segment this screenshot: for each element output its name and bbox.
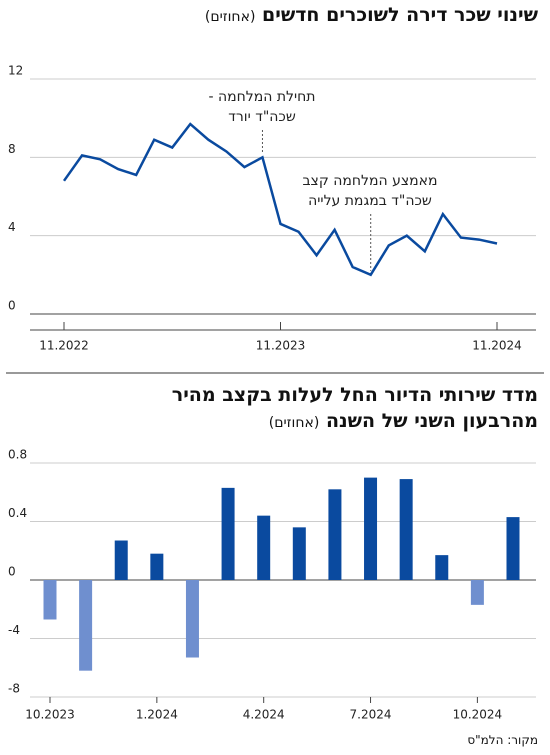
- y-tick-label: 8: [8, 142, 16, 156]
- annotation: שכה"ד במגמת עלייה: [308, 193, 432, 209]
- y-tick-label: 12: [8, 64, 23, 78]
- x-tick-label: 10.2024: [453, 708, 503, 722]
- bar: [506, 517, 520, 580]
- bar: [43, 580, 57, 620]
- source: מקור: הלמ"ס: [467, 733, 538, 747]
- title-text: מדד שירותי הדיור החל לעלות בקצב מהיר: [171, 384, 538, 406]
- bar: [435, 555, 449, 580]
- x-tick-label: 11.2023: [256, 339, 306, 353]
- title-text: מהרבעון השני של השנה: [325, 410, 538, 432]
- bar: [150, 553, 164, 580]
- y-tick-label: 0: [8, 565, 16, 579]
- y-tick-label: 0.8: [8, 448, 27, 462]
- bar: [470, 580, 484, 605]
- bar: [292, 527, 306, 580]
- bar: [399, 479, 413, 580]
- title-text: שינוי שכר דירה לשוכרים חדשים: [262, 4, 538, 26]
- line: [62, 122, 498, 277]
- x-tick-label: 1.2024: [136, 708, 178, 722]
- annotation: שכה"ד יורד: [228, 109, 296, 125]
- title: מהרבעון השני של השנה (אחוזים): [269, 410, 538, 432]
- annotation: מאמצע המלחמה קצב: [302, 173, 437, 189]
- subtitle: (אחוזים): [204, 9, 256, 25]
- y-tick-label: -4: [8, 623, 20, 637]
- bar: [328, 489, 342, 580]
- bar: [185, 580, 199, 658]
- bar: [114, 540, 128, 580]
- x-tick-label: 4.2024: [243, 708, 285, 722]
- bar: [364, 477, 378, 580]
- title: מדד שירותי הדיור החל לעלות בקצב מהיר: [172, 384, 538, 406]
- bar: [79, 580, 93, 671]
- x-tick-label: 11.2024: [472, 339, 522, 353]
- y-tick-label: -8: [8, 682, 20, 696]
- y-tick-label: 0: [8, 299, 16, 313]
- x-tick-label: 11.2022: [39, 339, 89, 353]
- bar: [257, 515, 271, 580]
- y-tick-label: 0.4: [8, 506, 27, 520]
- bar: [221, 487, 235, 580]
- y-tick-label: 4: [8, 220, 16, 234]
- subtitle: (אחוזים): [268, 415, 320, 431]
- title: שינוי שכר דירה לשוכרים חדשים (אחוזים): [205, 4, 538, 26]
- x-tick-label: 7.2024: [350, 708, 392, 722]
- annotation: תחילת המלחמה -: [208, 89, 315, 105]
- x-tick-label: 10.2023: [25, 708, 75, 722]
